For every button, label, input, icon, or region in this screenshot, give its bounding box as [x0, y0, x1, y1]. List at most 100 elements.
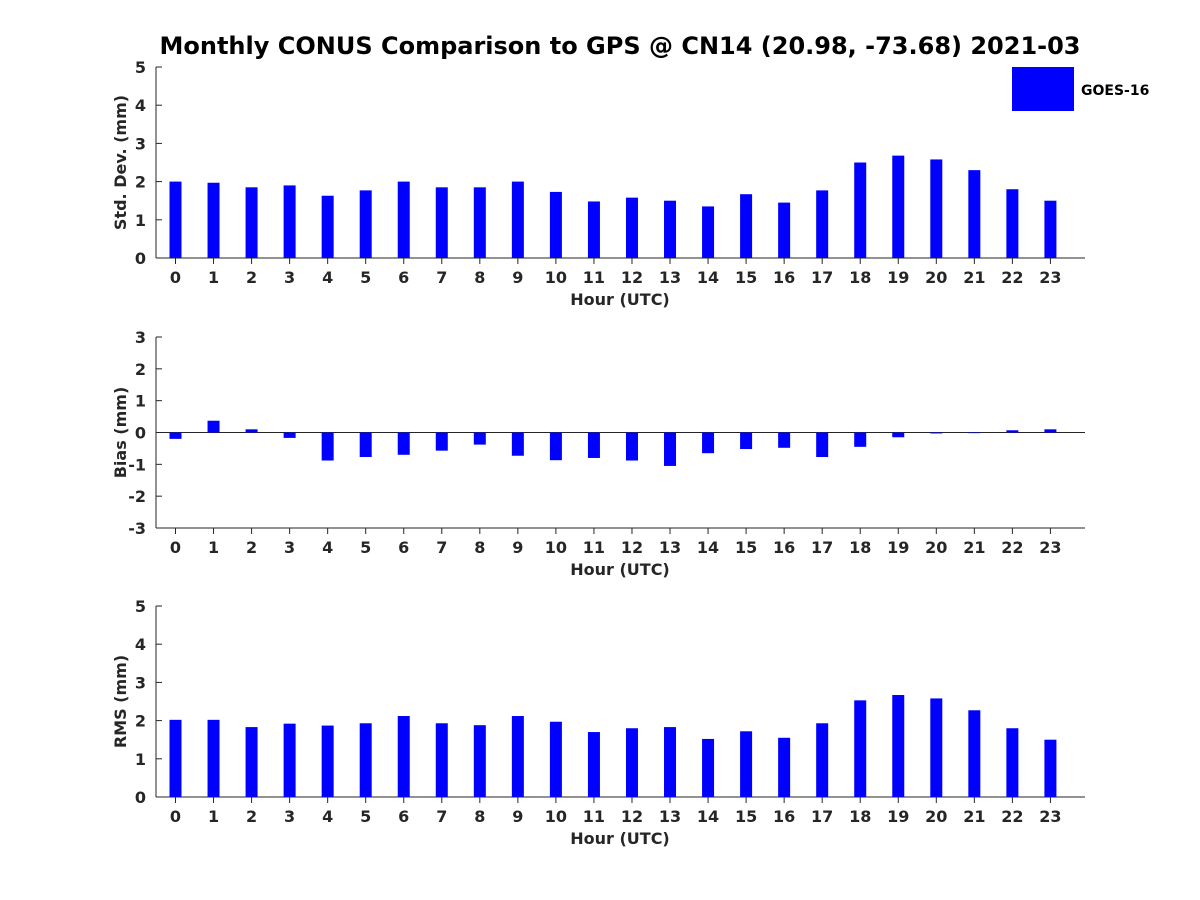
std-dev-x-tick-label: 17 — [811, 268, 833, 287]
bias-x-tick-label: 8 — [474, 538, 485, 557]
rms-y-tick-label: 5 — [135, 597, 146, 616]
legend-swatch — [1012, 67, 1074, 111]
rms-y-tick-label: 1 — [135, 750, 146, 769]
std-dev-bar-hour-6 — [397, 181, 410, 258]
std-dev-x-axis-label: Hour (UTC) — [570, 290, 670, 309]
rms-x-tick-label: 15 — [735, 807, 757, 826]
bias-x-tick-label: 15 — [735, 538, 757, 557]
rms-bar-hour-15 — [740, 731, 753, 797]
rms-x-tick-label: 6 — [398, 807, 409, 826]
rms-bar-hour-2 — [245, 727, 258, 797]
rms-y-tick-label: 0 — [135, 788, 146, 807]
std-dev-bar-hour-2 — [245, 187, 258, 258]
std-dev-bar-hour-8 — [473, 187, 486, 258]
bias-bar-hour-2 — [245, 429, 258, 433]
std-dev-y-tick-label: 0 — [135, 249, 146, 268]
rms-bar-hour-8 — [473, 725, 486, 797]
bias-bar-hour-9 — [511, 432, 524, 456]
std-dev-x-tick-label: 15 — [735, 268, 757, 287]
std-dev-bar-hour-1 — [207, 182, 220, 258]
bias-bar-hour-3 — [283, 432, 296, 438]
bias-x-tick-label: 7 — [436, 538, 447, 557]
std-dev-x-tick-label: 1 — [208, 268, 219, 287]
std-dev-bar-hour-5 — [359, 190, 372, 258]
rms-x-tick-label: 5 — [360, 807, 371, 826]
rms-bar-hour-13 — [664, 727, 677, 797]
std-dev-bar-hour-14 — [702, 206, 715, 258]
legend-label: GOES-16 — [1081, 83, 1149, 99]
rms-x-tick-label: 10 — [545, 807, 567, 826]
bias-bar-hour-21 — [968, 432, 981, 434]
rms-x-tick-label: 3 — [284, 807, 295, 826]
rms-x-tick-label: 16 — [773, 807, 795, 826]
bias-y-tick-label: 1 — [135, 392, 146, 411]
rms-bar-hour-21 — [968, 710, 981, 797]
rms-bar-hour-5 — [359, 723, 372, 797]
std-dev-x-tick-label: 2 — [246, 268, 257, 287]
bias-y-tick-label: 0 — [135, 424, 146, 443]
bias-x-tick-label: 12 — [621, 538, 643, 557]
bias-y-tick-label: -3 — [128, 519, 146, 538]
std-dev-x-tick-label: 16 — [773, 268, 795, 287]
std-dev-x-tick-label: 10 — [545, 268, 567, 287]
std-dev-bar-hour-0 — [169, 181, 182, 258]
rms-bar-hour-20 — [930, 698, 943, 797]
legend: GOES-16 — [1012, 67, 1149, 111]
bias-bar-hour-5 — [359, 432, 372, 458]
rms-x-tick-label: 9 — [512, 807, 523, 826]
rms-bar-hour-23 — [1044, 739, 1057, 797]
rms-bar-hour-18 — [854, 700, 867, 797]
std-dev-bar-hour-18 — [854, 162, 867, 258]
bias-y-tick-label: 2 — [135, 360, 146, 379]
rms-x-tick-label: 2 — [246, 807, 257, 826]
bias-y-axis-label: Bias (mm) — [111, 387, 130, 479]
bias-bar-hour-19 — [892, 432, 905, 438]
rms-x-axis-label: Hour (UTC) — [570, 829, 670, 848]
std-dev-bar-hour-22 — [1006, 189, 1019, 258]
rms-x-tick-label: 22 — [1001, 807, 1023, 826]
rms-x-tick-label: 20 — [925, 807, 947, 826]
bias-bar-hour-1 — [207, 420, 220, 433]
bias-x-tick-label: 14 — [697, 538, 719, 557]
std-dev-x-tick-label: 21 — [963, 268, 985, 287]
bias-bar-hour-10 — [549, 432, 562, 461]
rms-bar-hour-0 — [169, 719, 182, 797]
bias-bar-hour-0 — [169, 432, 182, 439]
rms-x-tick-label: 4 — [322, 807, 333, 826]
bias-bar-hour-6 — [397, 432, 410, 455]
bias-bar-hour-18 — [854, 432, 867, 447]
rms-x-tick-label: 19 — [887, 807, 909, 826]
rms-x-tick-label: 8 — [474, 807, 485, 826]
bias-bar-hour-16 — [778, 432, 791, 448]
rms-y-axis-label: RMS (mm) — [111, 655, 130, 748]
rms-x-tick-label: 11 — [583, 807, 605, 826]
bias-x-axis-label: Hour (UTC) — [570, 560, 670, 579]
std-dev-x-tick-label: 20 — [925, 268, 947, 287]
std-dev-x-tick-label: 3 — [284, 268, 295, 287]
rms-x-tick-label: 0 — [170, 807, 181, 826]
rms-bar-hour-4 — [321, 725, 334, 797]
bias-x-tick-label: 20 — [925, 538, 947, 557]
bias-bar-hour-20 — [930, 432, 943, 434]
std-dev-bar-hour-23 — [1044, 200, 1057, 258]
std-dev-x-tick-label: 23 — [1039, 268, 1061, 287]
rms-x-tick-label: 12 — [621, 807, 643, 826]
std-dev-x-tick-label: 13 — [659, 268, 681, 287]
bias-x-tick-label: 4 — [322, 538, 333, 557]
rms-bar-hour-17 — [816, 723, 829, 797]
std-dev-x-tick-label: 7 — [436, 268, 447, 287]
rms-bar-hour-16 — [778, 737, 791, 797]
bias-x-tick-label: 16 — [773, 538, 795, 557]
std-dev-bar-hour-19 — [892, 155, 905, 258]
rms-bar-hour-19 — [892, 695, 905, 797]
bias-bar-hour-17 — [816, 432, 829, 458]
rms-x-tick-label: 14 — [697, 807, 719, 826]
std-dev-bar-hour-13 — [664, 200, 677, 258]
bias-bar-hour-4 — [321, 432, 334, 461]
std-dev-x-tick-label: 12 — [621, 268, 643, 287]
std-dev-x-tick-label: 6 — [398, 268, 409, 287]
std-dev-x-tick-label: 0 — [170, 268, 181, 287]
